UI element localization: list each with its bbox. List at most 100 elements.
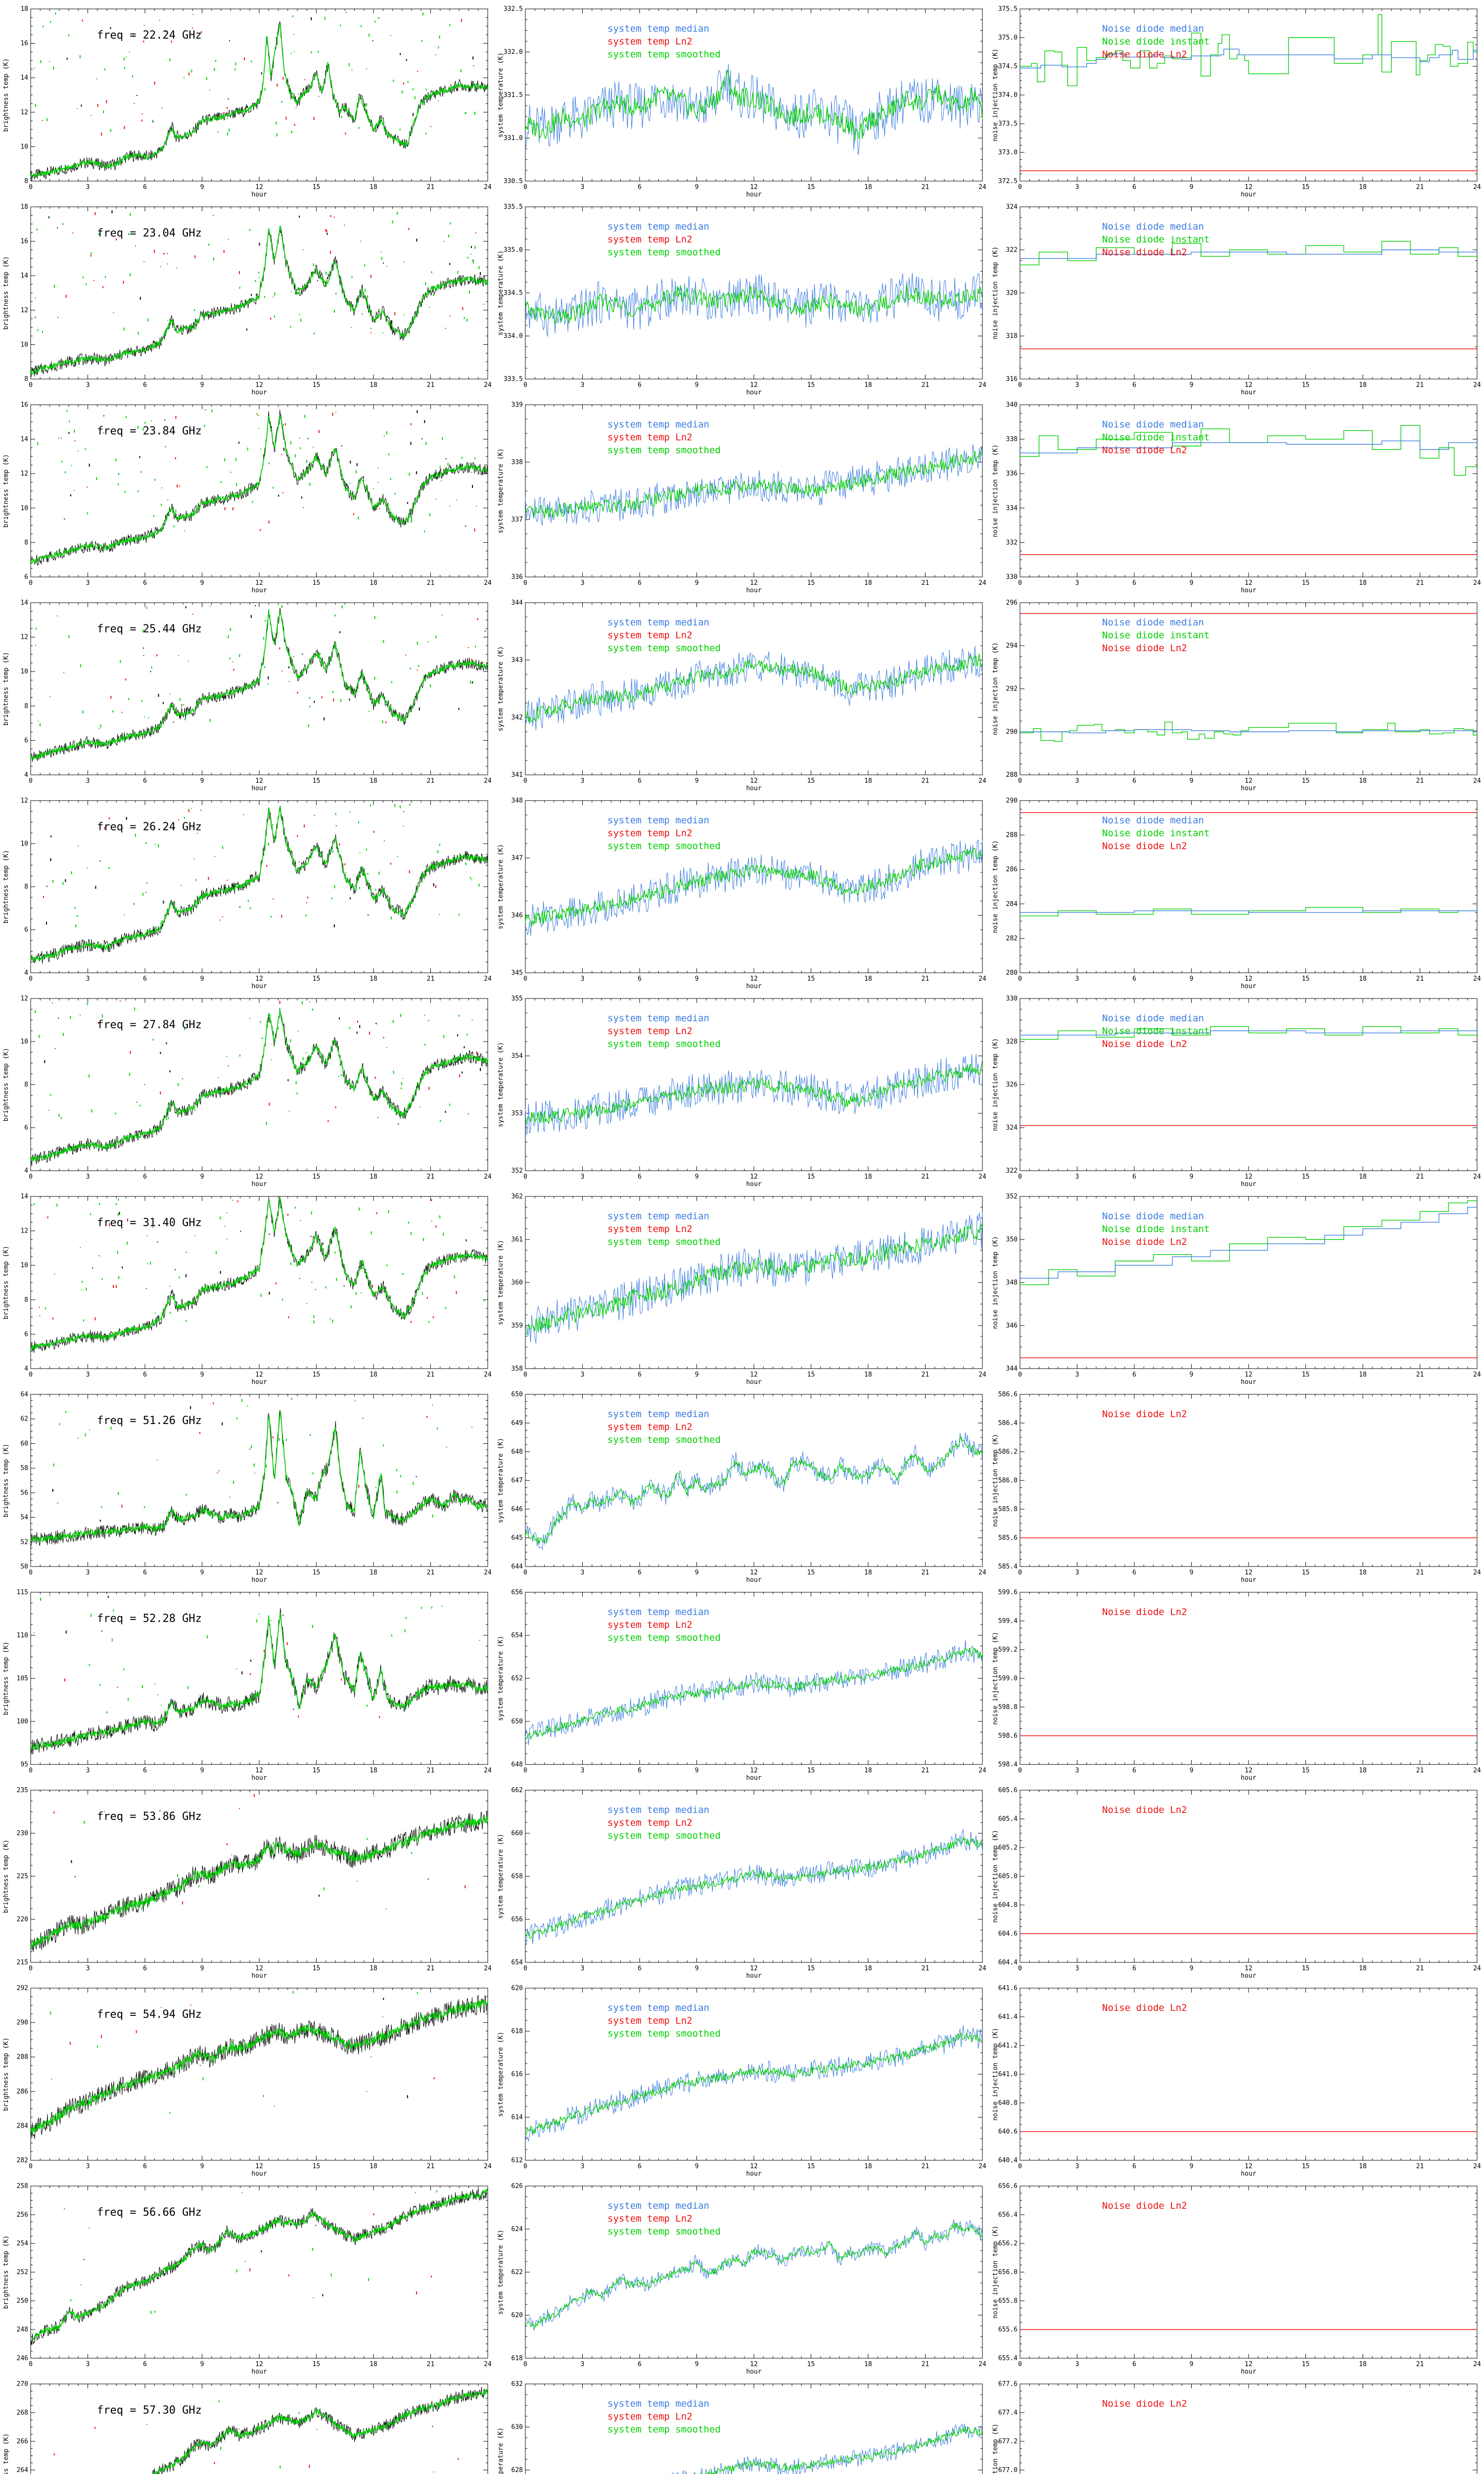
brightness-r1-x-tick-label: 9: [200, 184, 204, 191]
noisediode-r13-y-axis-label: noise injection temp (K): [992, 2424, 999, 2474]
chart-noise-diode-row3: 0 3 6 9 12 15 18 21 24 330 332 334 336 338 340 hour nois…: [992, 401, 1481, 594]
brightness-r11-x-tick-label: 18: [370, 2163, 377, 2170]
brightness-r9-x-tick-label: 0: [29, 1767, 33, 1774]
systemp-r5-x-tick-label: 9: [695, 975, 699, 983]
systemp-r6-x-tick-label: 21: [922, 1173, 929, 1181]
brightness-r5-x-tick-label: 24: [484, 975, 492, 983]
noisediode-r10-x-tick-label: 18: [1359, 1965, 1367, 1972]
systemp-r1-x-tick-label: 9: [695, 184, 699, 191]
systemp-r8-x-tick-label: 24: [978, 1569, 986, 1576]
noisediode-r11-y-tick-label: 641.0: [998, 2071, 1018, 2078]
panel-brightness-row2: 0 3 6 9 12 15 18 21 24 8 10 12 14 16 18 hour brightness …: [0, 198, 495, 396]
noisediode-r9-y-tick-label: 598.6: [998, 1732, 1018, 1740]
systemp-r7-x-axis-label: hour: [746, 1379, 761, 1385]
brightness-r8-y-tick-label: 50: [20, 1563, 28, 1570]
chart-noise-diode-row8: 0 3 6 9 12 15 18 21 24 585.4 585.6 585.8 586.0 586.2 5…: [992, 1391, 1481, 1583]
noisediode-r12-x-axis-label: hour: [1241, 2368, 1256, 2375]
noisediode-r3-x-tick-label: 15: [1302, 579, 1310, 587]
systemp-r9-y-tick-label: 650: [511, 1718, 523, 1725]
freq-label-row12: freq = 56.66 GHz: [97, 2206, 202, 2219]
noisediode-r11-y-tick-label: 640.4: [998, 2157, 1018, 2164]
systemp-r9-y-tick-label: 648: [511, 1761, 523, 1768]
brightness-r12-x-tick-label: 0: [29, 2361, 33, 2368]
systemp-r12-y-axis-label: system temperature (K): [497, 2230, 505, 2315]
noisediode-r7-legend-green: Noise diode instant: [1102, 1224, 1209, 1235]
chart-noise-diode-row10: 0 3 6 9 12 15 18 21 24 604.4 604.6 604.8 605.0 605.2 6…: [992, 1787, 1481, 1979]
noisediode-r11-x-tick-label: 12: [1245, 2163, 1252, 2170]
brightness-r2-y-tick-label: 8: [24, 376, 28, 383]
noisediode-r7-x-tick-label: 12: [1245, 1371, 1252, 1379]
brightness-r1-y-tick-label: 14: [20, 74, 28, 82]
systemp-r11-y-tick-label: 616: [511, 2071, 523, 2078]
noisediode-r3-y-tick-label: 334: [1006, 505, 1018, 512]
chart-brightness-row11: 0 3 6 9 12 15 18 21 24 282 284 286 288 290 292 hour brig…: [2, 1985, 492, 2177]
brightness-r6-y-tick-label: 4: [24, 1167, 28, 1175]
systemp-r4-x-tick-label: 24: [978, 777, 986, 785]
brightness-r3-y-tick-label: 10: [20, 505, 28, 512]
systemp-r6-legend-blue: system temp median: [607, 1013, 709, 1024]
systemp-r2-x-tick-label: 24: [978, 381, 986, 389]
panel-brightness-row6: 0 3 6 9 12 15 18 21 24 4 6 8 10 12 hour brightness temp…: [0, 990, 495, 1188]
systemp-r11-x-tick-label: 24: [978, 2163, 986, 2170]
brightness-r8-y-axis-label: brightness temp (K): [2, 1444, 10, 1518]
noisediode-r4-x-tick-label: 9: [1190, 777, 1194, 785]
systemp-r10-legend-blue: system temp median: [607, 1805, 709, 1815]
brightness-r3-x-tick-label: 15: [313, 579, 321, 587]
noisediode-r3-x-tick-label: 21: [1416, 579, 1424, 587]
noisediode-r6-x-tick-label: 18: [1359, 1173, 1367, 1181]
panel-brightness-row4: 0 3 6 9 12 15 18 21 24 4 6 8 10 12 14 hour brightness te…: [0, 594, 495, 792]
systemp-r4-x-tick-label: 9: [695, 777, 699, 785]
brightness-r10-x-tick-label: 9: [200, 1965, 204, 1972]
systemp-r12-legend-red: system temp Ln2: [607, 2213, 693, 2224]
systemp-r12-x-tick-label: 9: [695, 2361, 699, 2368]
freq-label-row10: freq = 53.86 GHz: [97, 1810, 202, 1823]
brightness-r10-y-tick-label: 230: [17, 1830, 28, 1837]
noisediode-r9-x-tick-label: 18: [1359, 1767, 1367, 1774]
brightness-r5-x-axis-label: hour: [251, 983, 267, 990]
brightness-r2-x-tick-label: 18: [370, 381, 377, 389]
systemp-r11-y-tick-label: 614: [511, 2114, 523, 2121]
brightness-r10-y-tick-label: 235: [17, 1787, 28, 1794]
noisediode-r10-y-tick-label: 604.6: [998, 1930, 1018, 1938]
systemp-r3-legend-green: system temp smoothed: [607, 445, 721, 456]
noisediode-r3-x-tick-label: 9: [1190, 579, 1194, 587]
systemp-r2-legend-green: system temp smoothed: [607, 247, 721, 258]
systemp-r6-y-tick-label: 352: [511, 1167, 523, 1175]
brightness-r11-y-tick-label: 286: [17, 2088, 28, 2095]
systemp-r5-x-tick-label: 18: [864, 975, 872, 983]
chart-system-temp-row12: 0 3 6 9 12 15 18 21 24 618 620 622 624 626 hour system …: [497, 2183, 986, 2375]
chart-noise-diode-row4: 0 3 6 9 12 15 18 21 24 288 290 292 294 296 hour noise i…: [992, 599, 1481, 792]
noisediode-r4-legend-red: Noise diode Ln2: [1102, 643, 1187, 654]
systemp-r2-y-tick-label: 335.5: [504, 203, 523, 211]
brightness-r4-y-axis-label: brightness temp (K): [2, 652, 10, 726]
noisediode-r2-x-tick-label: 12: [1245, 381, 1252, 389]
noisediode-r10-x-tick-label: 15: [1302, 1965, 1310, 1972]
freq-label-row11: freq = 54.94 GHz: [97, 2008, 202, 2021]
systemp-r8-y-tick-label: 646: [511, 1506, 523, 1513]
systemp-r7-y-tick-label: 358: [511, 1365, 523, 1373]
panel-noise-diode-row2: 0 3 6 9 12 15 18 21 24 316 318 320 322 324 hour noise i…: [989, 198, 1484, 396]
noisediode-r1-x-tick-label: 18: [1359, 184, 1367, 191]
brightness-r5-x-tick-label: 18: [370, 975, 377, 983]
systemp-r3-legend-red: system temp Ln2: [607, 432, 693, 443]
brightness-r1-y-tick-label: 16: [20, 40, 28, 48]
freq-label-row6: freq = 27.84 GHz: [97, 1019, 202, 1031]
chart-noise-diode-row11: 0 3 6 9 12 15 18 21 24 640.4 640.6 640.8 641.0 641.2 6…: [992, 1985, 1481, 2177]
systemp-r10-x-tick-label: 18: [864, 1965, 872, 1972]
systemp-r5-y-tick-label: 346: [511, 912, 523, 919]
systemp-r1-y-tick-label: 330.5: [504, 178, 523, 185]
brightness-r6-y-tick-label: 6: [24, 1124, 28, 1132]
noisediode-r5-y-tick-label: 288: [1006, 832, 1018, 839]
brightness-r6-x-tick-label: 18: [370, 1173, 377, 1181]
systemp-r10-x-tick-label: 0: [523, 1965, 527, 1972]
brightness-r6-x-tick-label: 24: [484, 1173, 492, 1181]
noisediode-r5-x-tick-label: 21: [1416, 975, 1424, 983]
panel-system-temp-row13: 03691215182124624626628630632hoursystem …: [495, 2375, 989, 2474]
noisediode-r8-y-tick-label: 586.6: [998, 1391, 1018, 1398]
systemp-r9-x-tick-label: 3: [581, 1767, 585, 1774]
systemp-r7-x-tick-label: 3: [581, 1371, 585, 1379]
systemp-r4-x-tick-label: 0: [523, 777, 527, 785]
systemp-r12-x-tick-label: 24: [978, 2361, 986, 2368]
freq-label-row3: freq = 23.84 GHz: [97, 425, 202, 437]
noisediode-r6-y-tick-label: 322: [1006, 1167, 1018, 1175]
